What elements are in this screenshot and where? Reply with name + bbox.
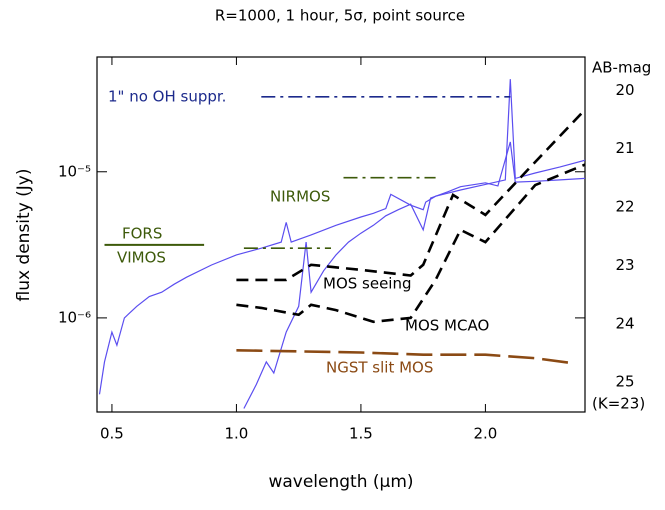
x-axis-label: wavelength (μm) (268, 472, 413, 492)
y2-note: (K=23) (592, 395, 645, 413)
y-tick-label: 10⁻⁵ (58, 162, 91, 180)
y-axis-label: flux density (Jy) (14, 168, 34, 301)
x-tick-label: 1.0 (224, 425, 248, 443)
series-line (236, 108, 585, 282)
series-line (243, 141, 585, 409)
chart-title: R=1000, 1 hour, 5σ, point source (215, 7, 465, 25)
series-line (236, 163, 585, 324)
x-tick-label: 1.5 (349, 425, 373, 443)
x-tick-label: 0.5 (100, 425, 124, 443)
annotation: MOS seeing (323, 275, 412, 293)
annotation: 1" no OH suppr. (108, 88, 226, 106)
annotation: NIRMOS (270, 188, 330, 206)
y2-axis-label: AB-mag (592, 59, 651, 77)
annotation: VIMOS (117, 249, 166, 267)
y2-tick-label: 24 (615, 314, 634, 332)
y2-tick-label: 21 (615, 139, 634, 157)
y2-tick-label: 20 (615, 81, 634, 99)
y2-tick-label: 23 (615, 256, 634, 274)
x-tick-label: 2.0 (473, 425, 497, 443)
annotation: NGST slit MOS (326, 359, 433, 377)
series-line (98, 79, 585, 395)
series-line (236, 349, 573, 365)
plot-frame (96, 56, 586, 413)
y-tick-label: 10⁻⁶ (58, 308, 91, 326)
plot-lines (98, 79, 585, 409)
annotation: MOS MCAO (405, 317, 489, 335)
y2-tick-label: 22 (615, 198, 634, 216)
annotation: FORS (122, 225, 162, 243)
y2-tick-label: 25 (615, 373, 634, 391)
